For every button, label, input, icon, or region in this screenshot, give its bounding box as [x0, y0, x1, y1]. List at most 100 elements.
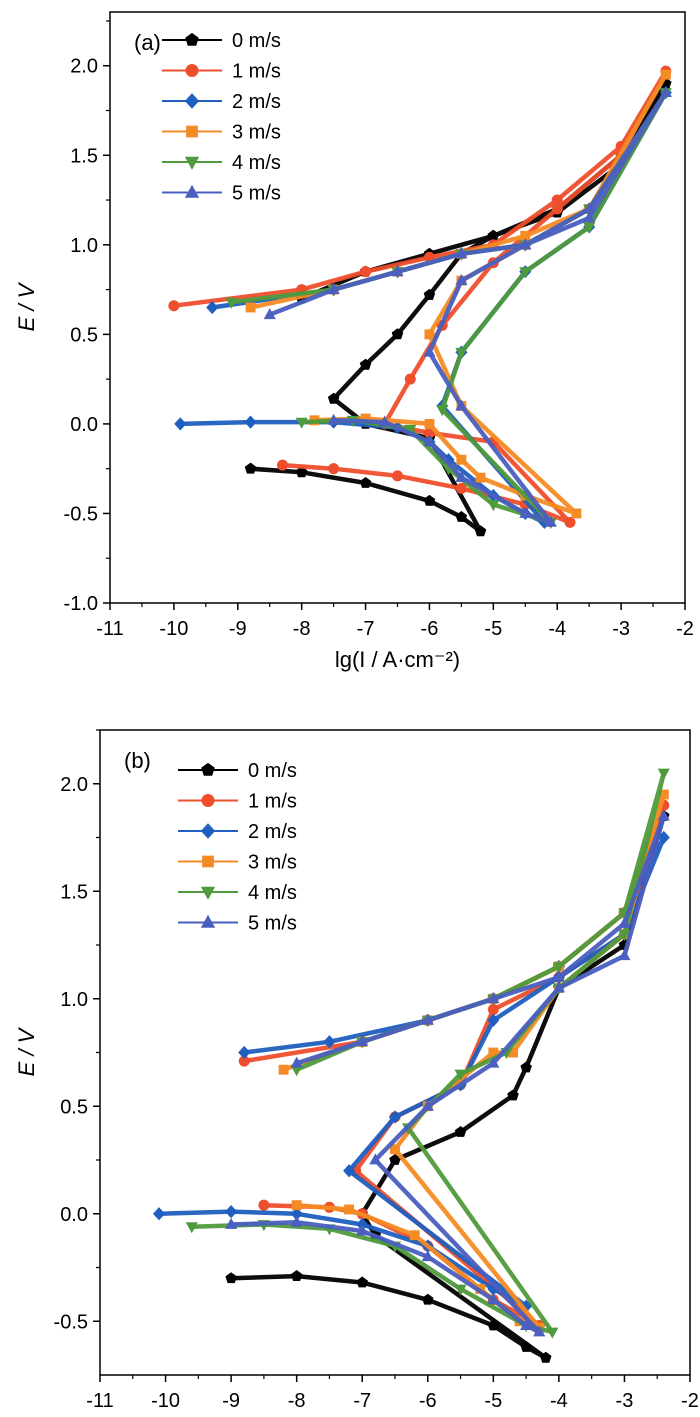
data-point — [519, 506, 532, 518]
data-point — [356, 1276, 368, 1288]
x-tick-label: -5 — [484, 618, 502, 640]
data-point — [327, 413, 340, 425]
data-point — [487, 500, 500, 512]
data-point — [552, 981, 565, 993]
legend-entry: 4 m/s — [162, 152, 281, 174]
y-tick-label: 1.5 — [60, 881, 88, 903]
legend-marker — [184, 93, 200, 109]
y-tick-label: 1.5 — [70, 145, 98, 167]
legend-marker — [200, 914, 216, 928]
x-tick-label: -7 — [353, 1390, 371, 1412]
data-point — [520, 1318, 533, 1330]
data-point — [546, 1327, 559, 1339]
x-tick-label: -7 — [357, 618, 375, 640]
data-point — [454, 1126, 467, 1137]
data-point — [487, 1013, 500, 1027]
x-tick-label: -8 — [293, 618, 311, 640]
y-tick-label: -0.5 — [64, 503, 98, 525]
legend-marker — [186, 125, 198, 138]
data-point — [238, 1045, 251, 1060]
data-point — [225, 1205, 238, 1219]
data-point — [507, 1089, 519, 1101]
data-point — [658, 789, 669, 800]
data-point — [455, 471, 468, 483]
y-tick-label: -0.5 — [54, 1311, 88, 1333]
x-tick-label: -2 — [681, 1390, 699, 1412]
data-point — [519, 267, 532, 279]
data-point — [474, 525, 487, 537]
data-point — [423, 345, 436, 357]
data-point — [487, 229, 500, 241]
x-tick-label: -6 — [421, 618, 439, 640]
data-point — [552, 970, 565, 982]
data-point — [488, 1047, 499, 1058]
data-area — [152, 768, 670, 1363]
y-tick-label: 0.5 — [60, 1096, 88, 1118]
data-point — [225, 1217, 238, 1229]
legend-label: 3 m/s — [248, 852, 297, 874]
data-point — [423, 435, 436, 447]
panel-a: -11 -10 -9 -8 -7 -6 -5 -4 -3 -2 -1.0 -0.5 0.0 0.5 1.0 1… — [14, 11, 694, 672]
legend-entry: 1 m/s — [162, 61, 281, 83]
data-point — [404, 373, 416, 385]
data-point — [424, 329, 435, 340]
legend-marker — [185, 32, 199, 46]
data-point — [359, 358, 372, 370]
data-point — [455, 347, 468, 359]
data-point — [421, 1099, 434, 1111]
legend-label: 4 m/s — [232, 152, 281, 174]
y-axis-title: E / V — [14, 1026, 39, 1076]
data-point — [360, 413, 371, 424]
legend-marker — [200, 823, 216, 839]
data-point — [657, 809, 670, 821]
data-point — [618, 949, 631, 961]
series-line — [267, 90, 669, 525]
x-tick-label: -11 — [96, 618, 123, 640]
x-tick-label: -2 — [676, 618, 694, 640]
data-point — [436, 405, 449, 417]
data-point — [551, 203, 563, 215]
data-point — [225, 1272, 237, 1284]
data-point — [327, 392, 340, 404]
data-point — [455, 482, 467, 494]
y-tick-label: 0.0 — [70, 414, 98, 436]
data-point — [455, 247, 468, 259]
y-axis-title: E / V — [14, 281, 39, 331]
data-point — [168, 300, 180, 312]
data-point — [421, 1013, 434, 1025]
data-point — [392, 470, 403, 482]
y-tick-label: 0.0 — [60, 1204, 88, 1226]
x-tick-label: -11 — [86, 1390, 113, 1412]
data-point — [487, 1282, 500, 1296]
data-point — [225, 297, 238, 309]
data-point — [454, 1284, 467, 1296]
data-point — [391, 328, 404, 340]
data-point — [422, 1293, 434, 1305]
data-point — [455, 274, 468, 286]
data-point — [323, 1035, 336, 1049]
legend-label: 0 m/s — [232, 30, 281, 52]
data-point — [487, 1004, 499, 1015]
legend-entry: 0 m/s — [178, 760, 297, 782]
legend-label: 1 m/s — [232, 61, 281, 83]
data-point — [244, 415, 257, 429]
data-point — [659, 85, 672, 97]
legend-marker — [201, 794, 215, 807]
x-tick-label: -9 — [222, 1390, 240, 1412]
legend-label: 2 m/s — [248, 821, 297, 843]
y-tick-label: 2.0 — [60, 774, 88, 796]
panel-label: (a) — [134, 30, 161, 55]
data-point — [487, 1293, 500, 1305]
data-point — [442, 453, 455, 467]
data-point — [238, 1055, 250, 1067]
data-point — [423, 288, 436, 300]
data-point — [475, 472, 486, 483]
data-point — [409, 1230, 420, 1241]
data-point — [571, 508, 582, 519]
data-point — [295, 466, 308, 478]
legend-entry: 3 m/s — [162, 122, 281, 144]
x-tick-label: -4 — [548, 618, 566, 640]
y-tick-label: 1.0 — [70, 235, 98, 257]
data-point — [391, 265, 404, 277]
